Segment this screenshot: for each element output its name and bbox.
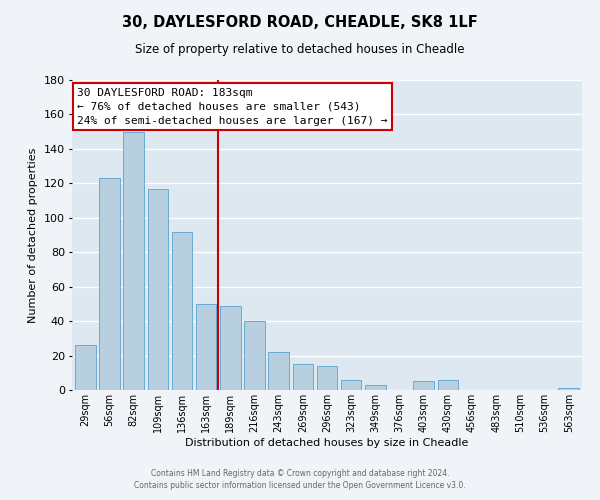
Text: 30, DAYLESFORD ROAD, CHEADLE, SK8 1LF: 30, DAYLESFORD ROAD, CHEADLE, SK8 1LF bbox=[122, 15, 478, 30]
Bar bbox=[365, 385, 386, 390]
Text: Contains HM Land Registry data © Crown copyright and database right 2024.
Contai: Contains HM Land Registry data © Crown c… bbox=[134, 468, 466, 490]
Text: 30 DAYLESFORD ROAD: 183sqm
← 76% of detached houses are smaller (543)
24% of sem: 30 DAYLESFORD ROAD: 183sqm ← 76% of deta… bbox=[77, 88, 388, 126]
Bar bbox=[341, 380, 361, 390]
Bar bbox=[317, 366, 337, 390]
Bar bbox=[172, 232, 192, 390]
Y-axis label: Number of detached properties: Number of detached properties bbox=[28, 148, 38, 322]
Bar bbox=[559, 388, 579, 390]
Bar bbox=[293, 364, 313, 390]
Bar bbox=[75, 345, 95, 390]
Bar bbox=[268, 352, 289, 390]
X-axis label: Distribution of detached houses by size in Cheadle: Distribution of detached houses by size … bbox=[185, 438, 469, 448]
Bar bbox=[196, 304, 217, 390]
Bar bbox=[148, 188, 168, 390]
Bar bbox=[220, 306, 241, 390]
Bar bbox=[413, 382, 434, 390]
Bar bbox=[244, 321, 265, 390]
Bar bbox=[124, 132, 144, 390]
Bar bbox=[99, 178, 120, 390]
Text: Size of property relative to detached houses in Cheadle: Size of property relative to detached ho… bbox=[135, 42, 465, 56]
Bar bbox=[437, 380, 458, 390]
